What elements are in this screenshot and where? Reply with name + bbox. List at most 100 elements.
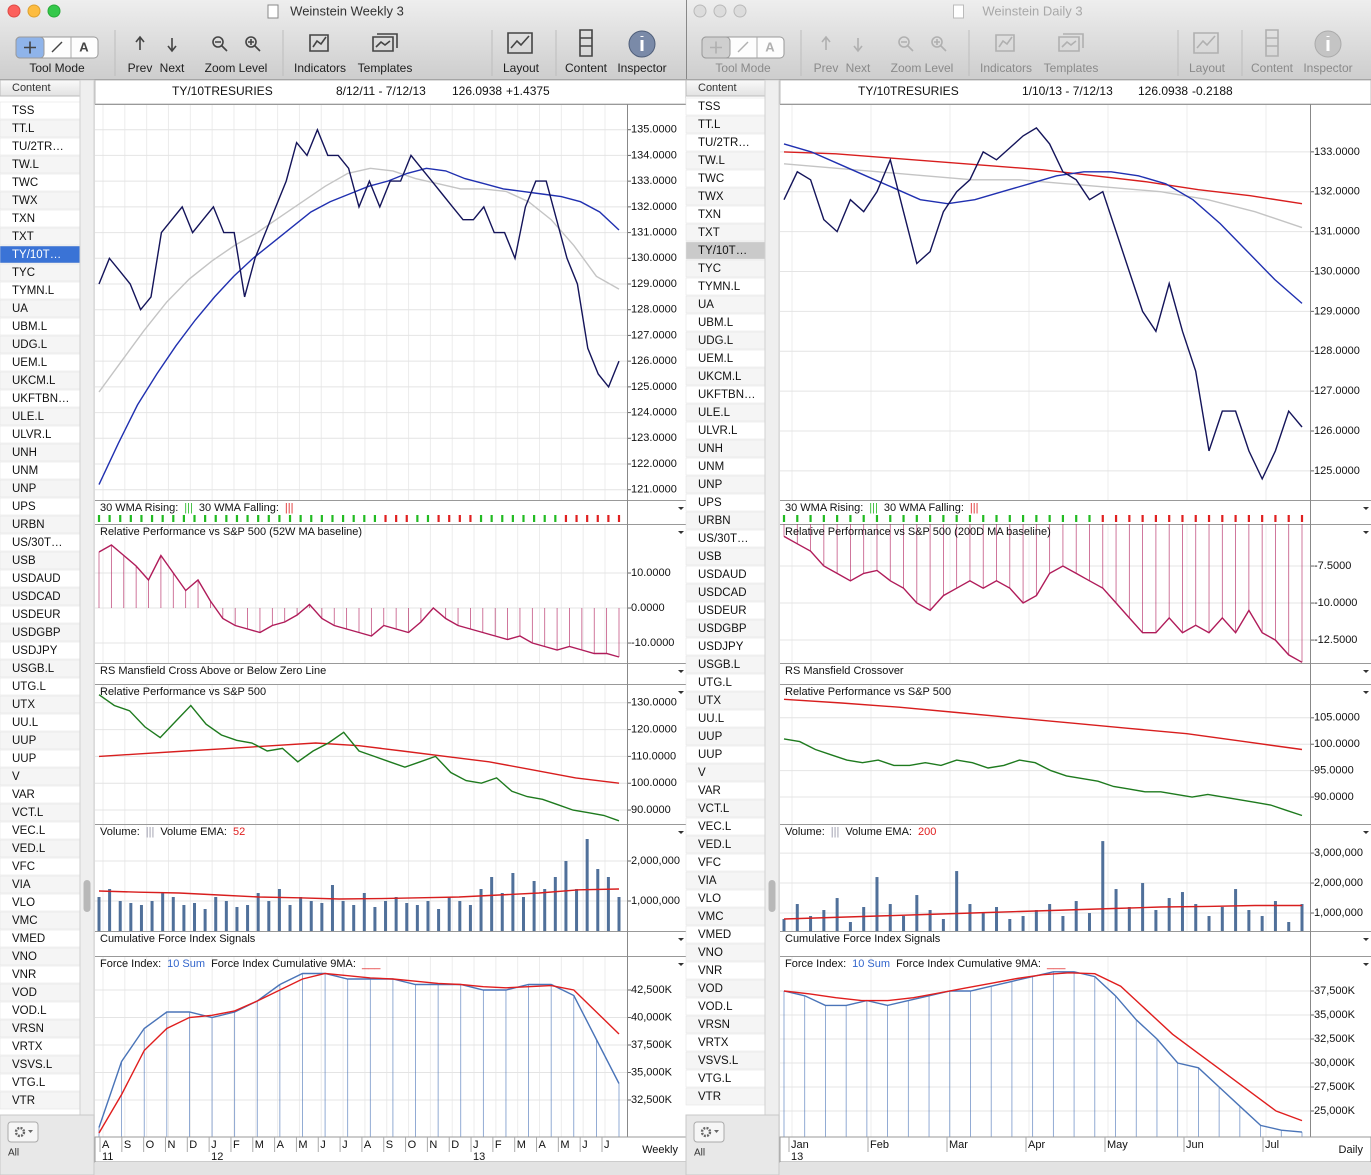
list-item[interactable]: UBM.L bbox=[698, 317, 734, 329]
list-item[interactable]: VEC.L bbox=[698, 821, 732, 833]
toolbar-icon[interactable] bbox=[167, 38, 177, 53]
window-button[interactable] bbox=[693, 4, 707, 18]
list-item[interactable]: USDJPY bbox=[12, 645, 58, 657]
list-item[interactable]: UNH bbox=[12, 447, 37, 459]
list-item[interactable]: UTG.L bbox=[698, 677, 732, 689]
sidebar-footer-label[interactable]: All bbox=[694, 1148, 705, 1159]
window-button[interactable] bbox=[733, 4, 747, 18]
list-item[interactable]: URBN bbox=[698, 515, 731, 527]
list-item[interactable]: UNH bbox=[698, 443, 723, 455]
panel-menu-arrow[interactable] bbox=[1363, 691, 1369, 694]
list-item[interactable]: UEM.L bbox=[12, 357, 48, 369]
list-item[interactable]: VCT.L bbox=[12, 807, 44, 819]
list-item[interactable]: UA bbox=[698, 299, 714, 311]
list-item[interactable]: VNO bbox=[698, 947, 723, 959]
list-item[interactable]: TXN bbox=[12, 213, 35, 225]
list-item[interactable]: TT.L bbox=[12, 123, 35, 135]
list-item[interactable]: VSVS.L bbox=[698, 1055, 739, 1067]
scroll-thumb[interactable] bbox=[768, 880, 776, 912]
list-item[interactable]: VSVS.L bbox=[12, 1059, 53, 1071]
list-item[interactable]: VAR bbox=[12, 789, 35, 801]
list-item[interactable]: TY/10T… bbox=[698, 245, 747, 257]
list-item[interactable]: VEC.L bbox=[12, 825, 46, 837]
list-item[interactable]: TU/2TR… bbox=[12, 141, 64, 153]
list-item[interactable]: VMED bbox=[12, 933, 45, 945]
list-item[interactable]: UUP bbox=[698, 731, 723, 743]
list-item[interactable]: VIA bbox=[698, 875, 717, 887]
list-item[interactable]: USB bbox=[698, 551, 722, 563]
window-button[interactable] bbox=[27, 4, 41, 18]
list-item[interactable]: UKCM.L bbox=[698, 371, 742, 383]
list-item[interactable]: VMC bbox=[698, 911, 724, 923]
toolbar-icon[interactable] bbox=[212, 36, 228, 52]
toolbar-icon[interactable] bbox=[898, 36, 914, 52]
list-item[interactable]: UUP bbox=[698, 749, 723, 761]
list-item[interactable]: UNP bbox=[12, 483, 37, 495]
toolbar-icon[interactable] bbox=[372, 33, 398, 52]
toolbar-icon[interactable] bbox=[931, 36, 947, 52]
list-item[interactable]: VTR bbox=[698, 1091, 721, 1103]
panel-menu-arrow[interactable] bbox=[678, 963, 684, 966]
list-item[interactable]: ULVR.L bbox=[698, 425, 738, 437]
list-item[interactable]: USDGBP bbox=[12, 627, 61, 639]
list-item[interactable]: VRSN bbox=[698, 1019, 730, 1031]
list-item[interactable]: VMC bbox=[12, 915, 38, 927]
list-item[interactable]: USGB.L bbox=[12, 663, 55, 675]
period-label[interactable]: Daily bbox=[1339, 1144, 1364, 1156]
sidebar-footer-label[interactable]: All bbox=[8, 1148, 19, 1159]
list-item[interactable]: UDG.L bbox=[12, 339, 48, 351]
list-item[interactable]: VLO bbox=[698, 893, 721, 905]
list-item[interactable]: UTG.L bbox=[12, 681, 46, 693]
list-item[interactable]: US/30T… bbox=[698, 533, 749, 545]
toolbar-icon[interactable] bbox=[1265, 29, 1279, 57]
window-button[interactable] bbox=[47, 4, 61, 18]
toolbar-icon[interactable] bbox=[1058, 33, 1084, 52]
window-button[interactable] bbox=[7, 4, 21, 18]
list-item[interactable]: TWC bbox=[698, 173, 724, 185]
list-item[interactable]: USDEUR bbox=[698, 605, 747, 617]
list-item[interactable]: USGB.L bbox=[698, 659, 741, 671]
toolbar-icon[interactable] bbox=[995, 34, 1015, 52]
toolbar-icon[interactable] bbox=[135, 35, 145, 50]
list-item[interactable]: USDEUR bbox=[12, 609, 61, 621]
toolbar-icon[interactable] bbox=[507, 32, 533, 54]
list-item[interactable]: UUP bbox=[12, 753, 37, 765]
list-item[interactable]: USDAUD bbox=[12, 573, 61, 585]
list-item[interactable]: VTG.L bbox=[12, 1077, 46, 1089]
list-item[interactable]: USDCAD bbox=[12, 591, 61, 603]
list-item[interactable]: TYMN.L bbox=[698, 281, 741, 293]
list-item[interactable]: VOD bbox=[12, 987, 37, 999]
list-item[interactable]: TXN bbox=[698, 209, 721, 221]
panel-menu-arrow[interactable] bbox=[1363, 507, 1369, 510]
list-item[interactable]: VLO bbox=[12, 897, 35, 909]
tool-mode-control[interactable]: A bbox=[701, 36, 785, 59]
list-item[interactable]: TWC bbox=[12, 177, 38, 189]
panel-menu-arrow[interactable] bbox=[1363, 531, 1369, 534]
list-item[interactable]: VAR bbox=[698, 785, 721, 797]
list-item[interactable]: VIA bbox=[12, 879, 31, 891]
panel-menu-arrow[interactable] bbox=[678, 938, 684, 941]
tool-mode-control[interactable]: A bbox=[15, 36, 99, 59]
list-item[interactable]: VOD bbox=[698, 983, 723, 995]
scroll-thumb[interactable] bbox=[83, 880, 91, 912]
list-item[interactable]: V bbox=[698, 767, 706, 779]
list-item[interactable]: ULVR.L bbox=[12, 429, 52, 441]
list-item[interactable]: UBM.L bbox=[12, 321, 48, 333]
list-item[interactable]: VNR bbox=[698, 965, 722, 977]
list-item[interactable]: VRTX bbox=[698, 1037, 729, 1049]
list-item[interactable]: USB bbox=[12, 555, 36, 567]
list-item[interactable]: UU.L bbox=[12, 717, 39, 729]
list-item[interactable]: UDG.L bbox=[698, 335, 734, 347]
panel-menu-arrow[interactable] bbox=[678, 531, 684, 534]
list-item[interactable]: VTG.L bbox=[698, 1073, 732, 1085]
list-item[interactable]: VED.L bbox=[12, 843, 46, 855]
list-item[interactable]: TW.L bbox=[12, 159, 39, 171]
list-item[interactable]: TSS bbox=[698, 101, 721, 113]
list-item[interactable]: UUP bbox=[12, 735, 37, 747]
toolbar-icon[interactable] bbox=[853, 38, 863, 53]
toolbar-icon[interactable] bbox=[579, 29, 593, 57]
toolbar-icon[interactable] bbox=[821, 35, 831, 50]
list-item[interactable]: TSS bbox=[12, 105, 35, 117]
list-item[interactable]: ULE.L bbox=[698, 407, 731, 419]
list-item[interactable]: UPS bbox=[12, 501, 36, 513]
